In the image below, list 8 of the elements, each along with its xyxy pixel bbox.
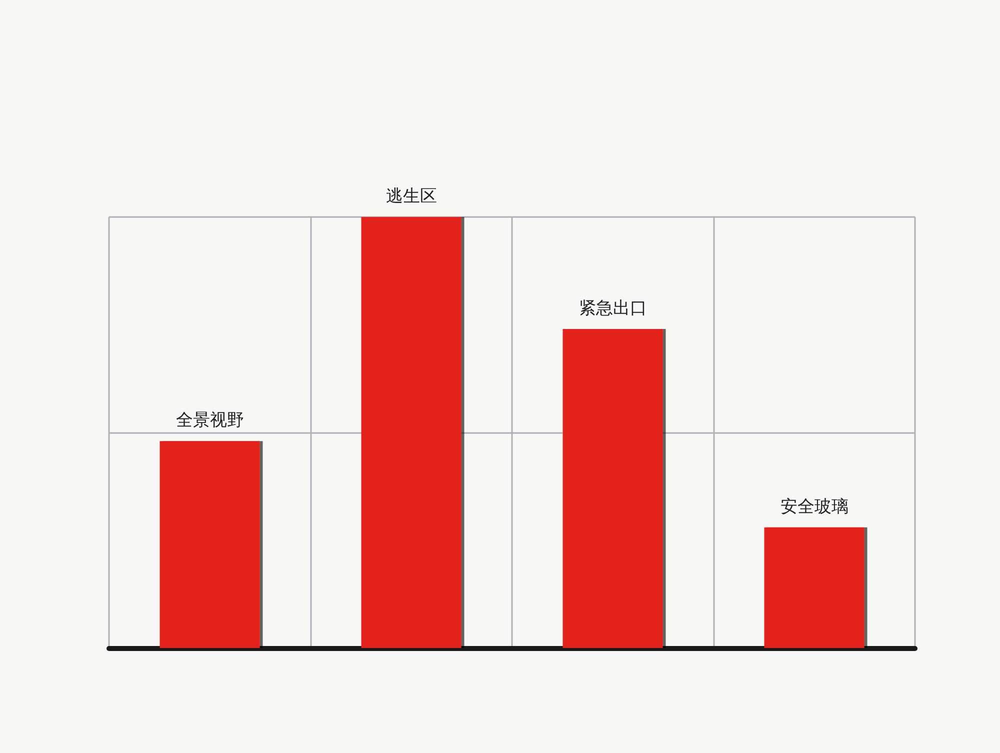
x-tick-label: 全景视野 — [176, 410, 244, 431]
x-tick-label: 安全玻璃 — [780, 496, 848, 517]
bar — [764, 527, 864, 648]
x-tick-label: 逃生区 — [386, 186, 437, 206]
bar — [160, 441, 260, 648]
bar — [562, 329, 663, 648]
bar — [361, 217, 462, 648]
x-tick-label: 紧急出口 — [578, 298, 647, 319]
